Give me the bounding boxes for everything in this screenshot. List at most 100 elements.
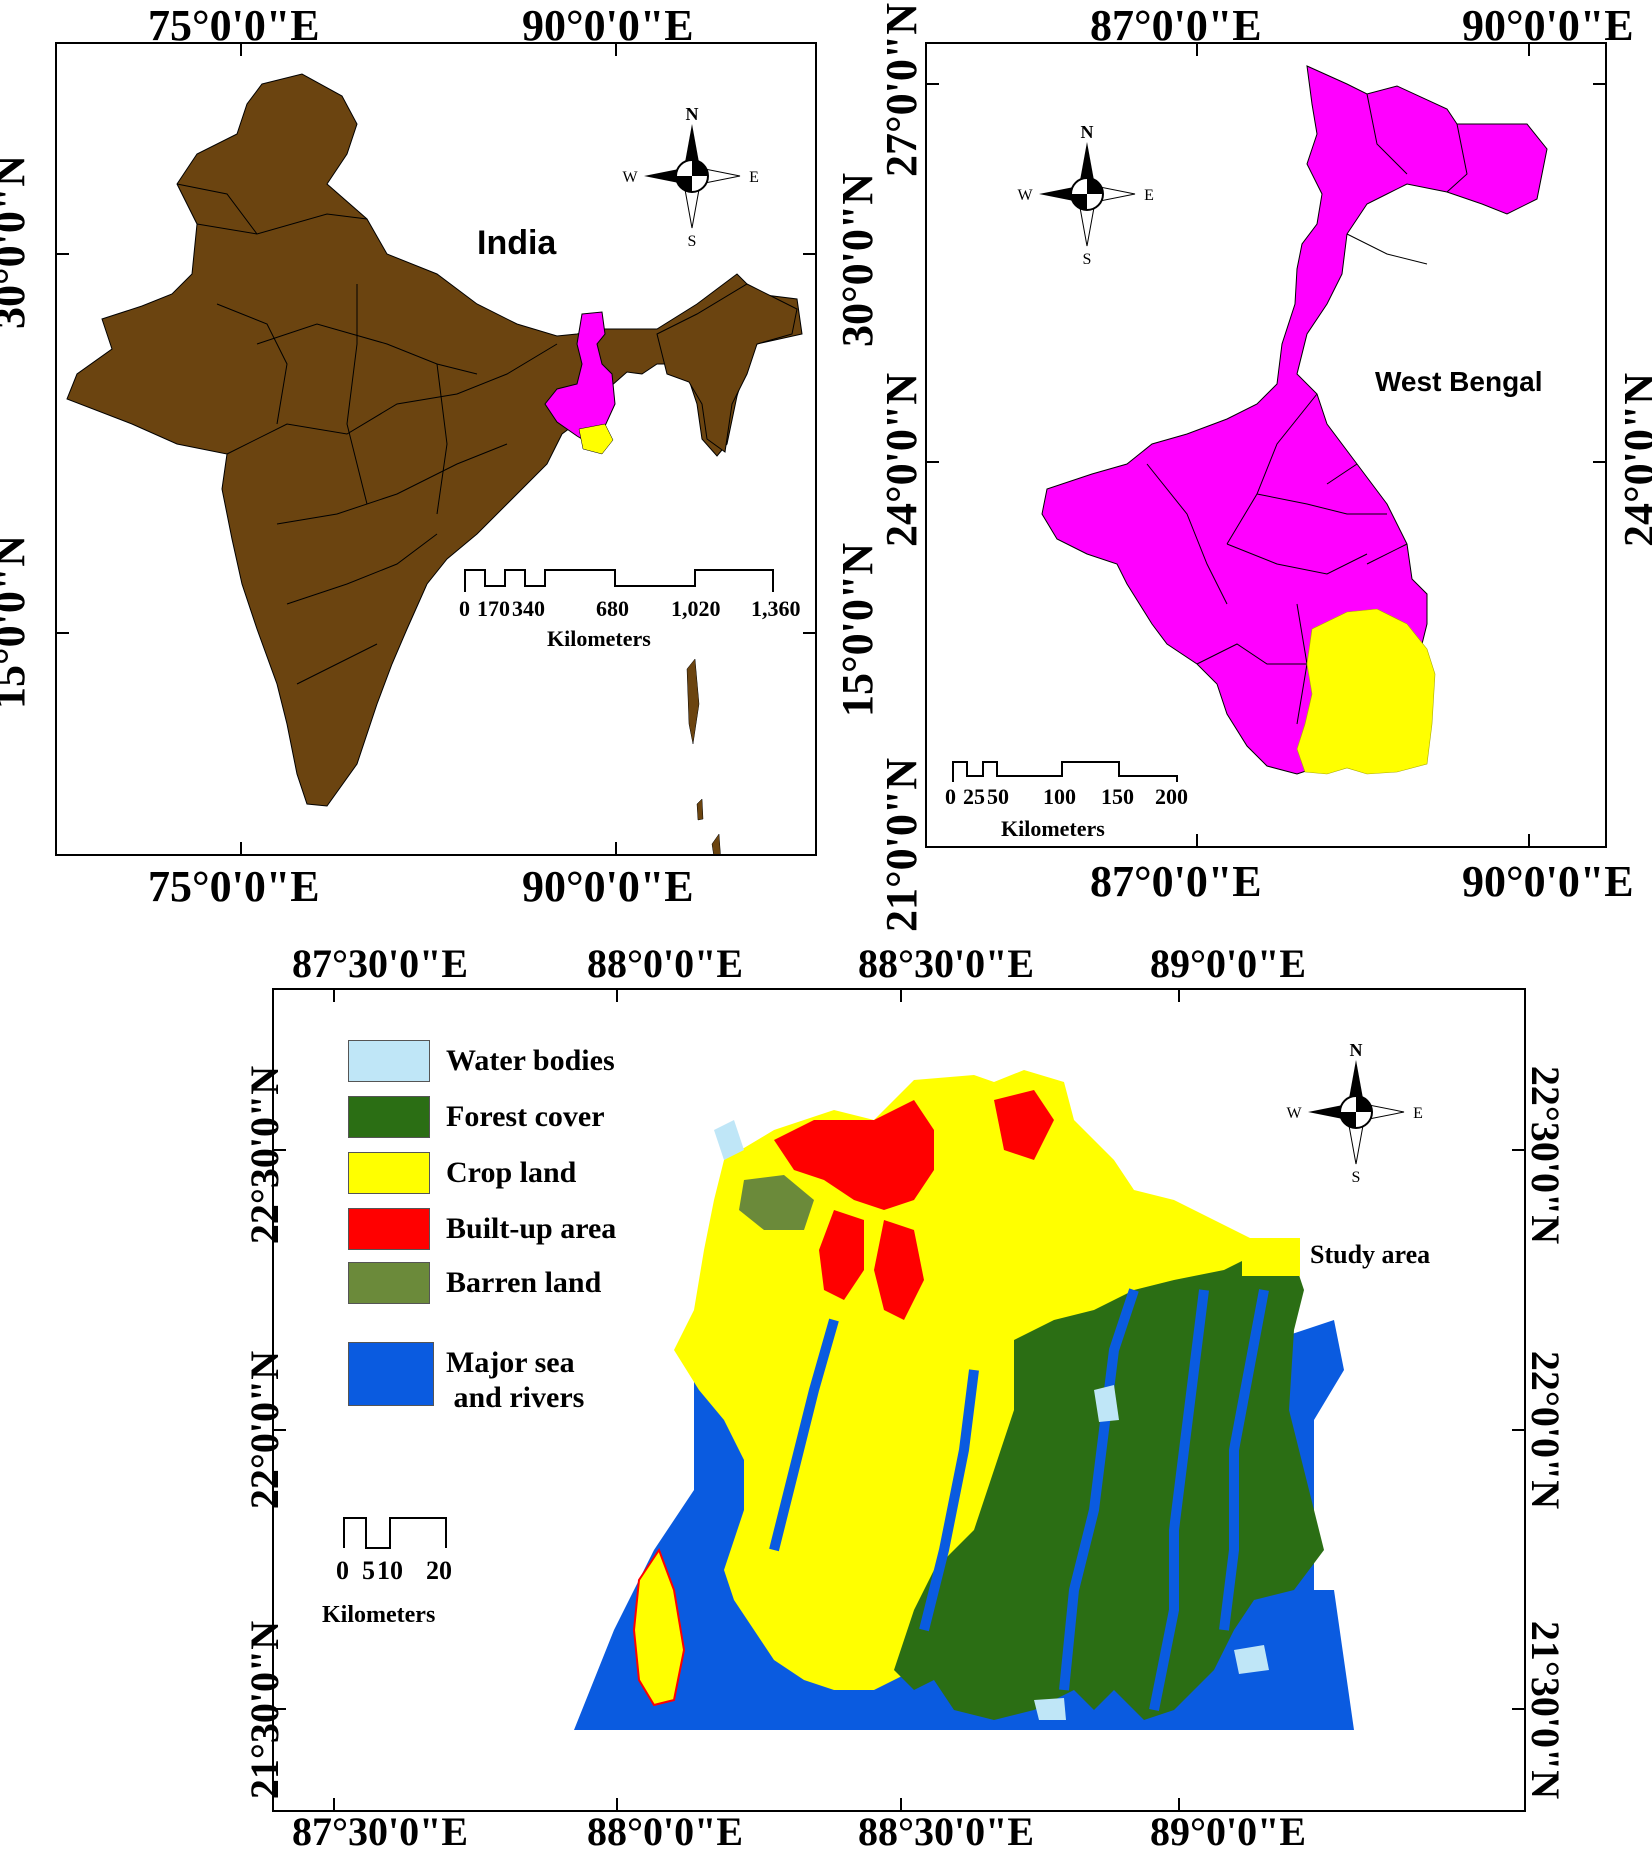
india-scale-680: 680 (596, 596, 629, 621)
study-compass-icon: N S W E (1286, 1042, 1423, 1182)
india-map-svg (57, 44, 815, 854)
study-compass-w: W (1286, 1105, 1302, 1122)
study-left-tick-3: 21°30'0"N (242, 1620, 287, 1800)
water-bodies (714, 1120, 1269, 1720)
study-right-tick-3: 21°30'0"N (1523, 1620, 1568, 1800)
forest-cover (894, 1250, 1324, 1720)
legend-label-barren: Barren land (446, 1266, 602, 1299)
legend-label-sea: Major sea and rivers (446, 1346, 585, 1414)
legend-swatch-barren (348, 1262, 430, 1304)
wb-scale-200: 200 (1155, 784, 1188, 809)
wb-scale-bar (952, 761, 1178, 782)
india-islands (686, 658, 721, 854)
wb-compass-icon: N S W E (1017, 124, 1154, 264)
study-bottom-tick-1: 87°30'0"E (292, 1809, 468, 1854)
west-bengal-study-area (1296, 608, 1436, 775)
india-map-panel: India N S W E 0 170 340 680 1,020 1,360 … (55, 42, 817, 856)
india-left-tick-1: 30°0'0"N (0, 154, 34, 329)
legend-swatch-builtup (348, 1208, 430, 1250)
built-up-area-2 (874, 1220, 924, 1320)
study-right-tick-1: 22°30'0"N (1523, 1065, 1568, 1245)
study-scale-0: 0 (336, 1556, 349, 1585)
study-top-tick-3: 88°30'0"E (858, 941, 1034, 986)
built-up-area-4 (994, 1090, 1054, 1160)
india-scale-340: 340 (512, 596, 545, 621)
western-island (632, 1547, 686, 1707)
wb-bottom-tick-1: 87°0'0"E (1090, 857, 1262, 906)
india-scale-1360: 1,360 (751, 596, 801, 621)
study-scale-bar (343, 1517, 447, 1549)
wb-compass-n: N (1081, 124, 1094, 142)
river-channels (769, 1288, 1269, 1711)
legend-swatch-crop (348, 1152, 430, 1194)
wb-tick-marks (927, 44, 1605, 846)
wb-scale-150: 150 (1101, 784, 1134, 809)
wb-scale-25: 25 (963, 784, 985, 809)
india-scale-1020: 1,020 (671, 596, 721, 621)
study-bottom-tick-4: 89°0'0"E (1150, 1809, 1306, 1854)
india-compass-n: N (686, 106, 699, 124)
india-northeast (656, 283, 798, 453)
legend-swatch-sea (348, 1342, 434, 1406)
study-scale-20: 20 (426, 1556, 452, 1585)
legend-swatch-water (348, 1040, 430, 1082)
wb-compass-w: W (1017, 187, 1033, 204)
wb-scale-unit: Kilometers (1001, 816, 1105, 841)
legend-label-crop: Crop land (446, 1156, 577, 1189)
west-bengal-map-panel: West Bengal N S W E 0 25 50 100 150 200 … (925, 42, 1607, 848)
legend-label-study: Study area (1310, 1240, 1431, 1269)
study-left-tick-2: 22°0'0"N (242, 1350, 287, 1510)
wb-scale-0: 0 (945, 784, 956, 809)
wb-left-tick-27: 27°0'0"N (877, 2, 926, 177)
study-scale-unit: Kilometers (322, 1602, 436, 1628)
west-bengal-district-borders (1146, 93, 1468, 725)
wb-shared-tick-30: 30°0'0"N (833, 172, 882, 347)
india-tick-marks (57, 44, 815, 854)
study-scale-10: 10 (377, 1556, 403, 1585)
wb-top-tick-2: 90°0'0"E (1462, 1, 1634, 50)
wb-scale-100: 100 (1043, 784, 1076, 809)
study-compass-s: S (1352, 1169, 1361, 1182)
india-scale-unit: Kilometers (547, 626, 651, 651)
india-scale-0: 0 (459, 596, 470, 621)
india-scale-bar (464, 569, 774, 592)
west-bengal-title: West Bengal (1375, 366, 1543, 397)
study-area-map-panel: Water bodies Forest cover Crop land Buil… (272, 988, 1526, 1812)
wb-shared-tick-15: 15°0'0"N (833, 542, 882, 717)
wb-scale-50: 50 (987, 784, 1009, 809)
india-top-tick-1: 75°0'0"E (148, 1, 320, 50)
india-top-tick-2: 90°0'0"E (522, 1, 694, 50)
barren-land (739, 1175, 814, 1230)
wb-top-tick-1: 87°0'0"E (1090, 1, 1262, 50)
wb-left-tick-24: 24°0'0"N (877, 372, 926, 547)
india-title: India (477, 224, 557, 262)
built-up-area-3 (819, 1210, 864, 1300)
legend-label-forest: Forest cover (446, 1100, 605, 1133)
india-state-borders (176, 183, 558, 685)
india-landmass (66, 73, 803, 807)
study-top-tick-4: 89°0'0"E (1150, 941, 1306, 986)
study-compass-e: E (1413, 1105, 1423, 1122)
built-up-area (774, 1100, 934, 1210)
study-top-tick-2: 88°0'0"E (587, 941, 743, 986)
india-compass-e: E (749, 169, 759, 186)
west-bengal-map-svg (927, 44, 1605, 846)
wb-compass-e: E (1144, 187, 1154, 204)
india-bottom-tick-1: 75°0'0"E (148, 862, 320, 911)
india-bottom-tick-2: 90°0'0"E (522, 862, 694, 911)
india-compass-w: W (622, 169, 638, 186)
study-compass-n: N (1350, 1042, 1363, 1060)
study-right-tick-2: 22°0'0"N (1523, 1350, 1568, 1510)
legend-label-water: Water bodies (446, 1044, 615, 1077)
india-study-area (578, 423, 614, 455)
study-bottom-tick-2: 88°0'0"E (587, 1809, 743, 1854)
study-left-tick-1: 22°30'0"N (242, 1065, 287, 1245)
legend-swatch-study (1242, 1238, 1300, 1276)
study-top-tick-1: 87°30'0"E (292, 941, 468, 986)
study-bottom-tick-3: 88°30'0"E (858, 1809, 1034, 1854)
wb-left-tick-21: 21°0'0"N (877, 757, 926, 932)
india-scale-170: 170 (477, 596, 510, 621)
wb-right-tick-24: 24°0'0"N (1615, 372, 1652, 547)
legend-label-builtup: Built-up area (446, 1212, 617, 1245)
india-left-tick-2: 15°0'0"N (0, 534, 34, 709)
